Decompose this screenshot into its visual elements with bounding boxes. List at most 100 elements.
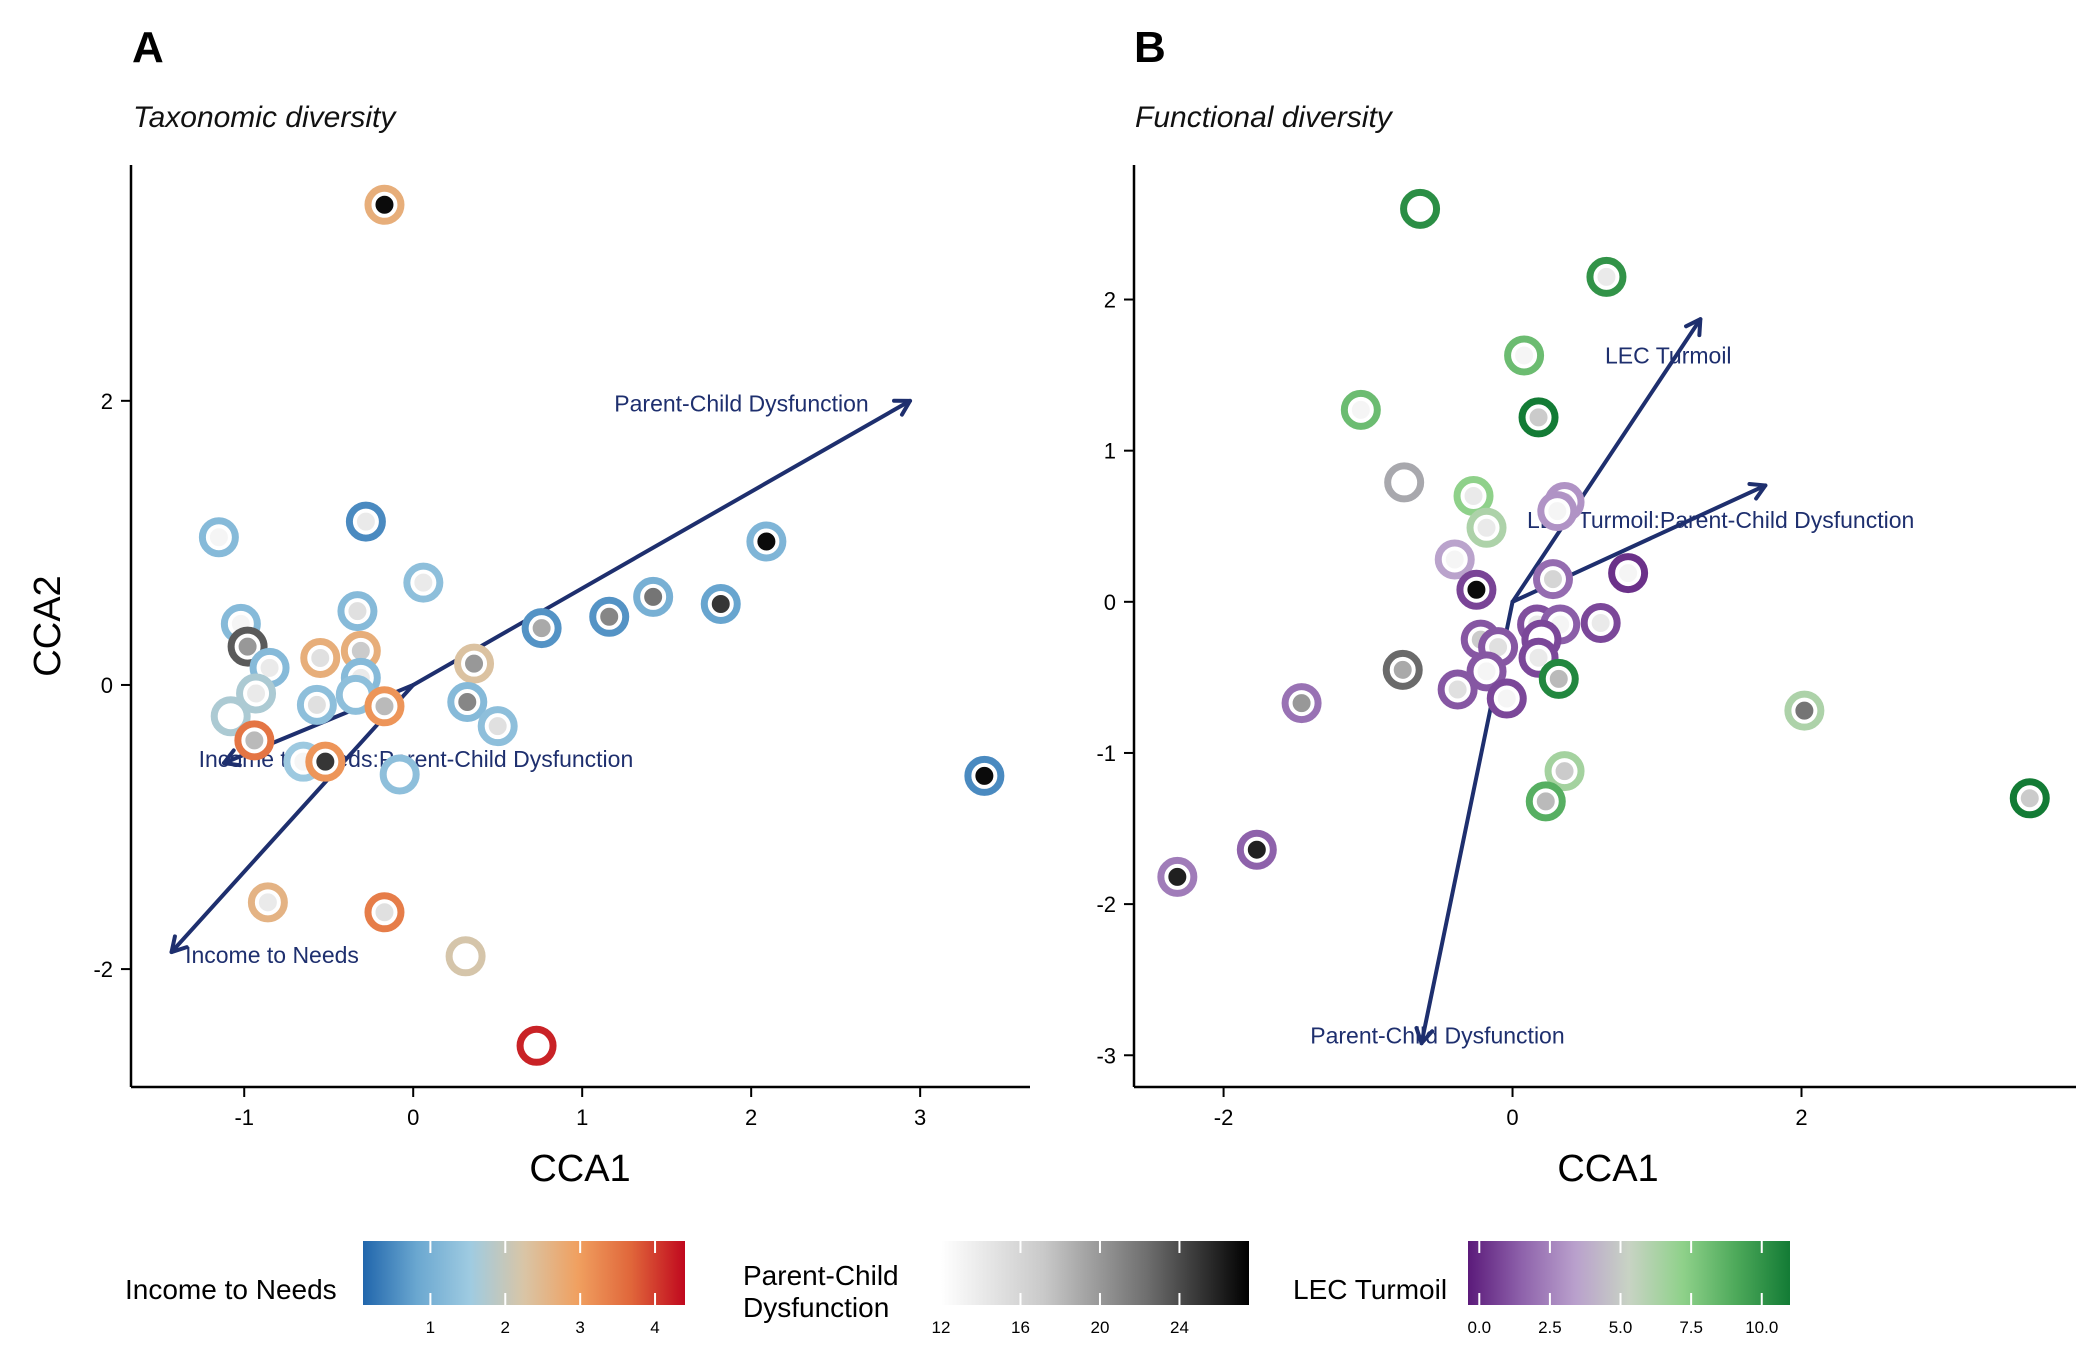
panel-a-point-fill (455, 946, 476, 967)
panel-b-y-tick-label: -2 (1096, 892, 1116, 917)
panel-a-point-fill (487, 716, 508, 737)
panel-b-data-point (1486, 678, 1527, 719)
panel-a-ticks: -1 0 1 2 3 -2 0 2 (93, 389, 926, 1130)
panel-a-point-fill (710, 593, 731, 614)
panel-a-title: Taxonomic diversity (133, 101, 397, 134)
legend-lec-title: LEC Turmoil (1293, 1274, 1447, 1305)
panel-a-data-point (364, 686, 405, 727)
panel-b-point-fill (1554, 761, 1575, 782)
panel-b-data-point (1538, 658, 1579, 699)
panel-a-y-tick-label: 0 (101, 673, 113, 698)
panel-a-data-point (589, 596, 630, 637)
panel-b-point-fill (1528, 647, 1549, 668)
panel-a-letter: A (132, 23, 164, 72)
panel-b-data-point (1580, 602, 1621, 643)
panel-a-point-fill (244, 730, 265, 751)
panel-a-vector-label: Parent-Child Dysfunction (614, 391, 868, 417)
panel-b-vector-label: LEC Turmoil:Parent-Child Dysfunction (1527, 507, 1914, 533)
legend-lec-tick-label: 10.0 (1745, 1318, 1778, 1337)
panel-a-data-point (964, 755, 1005, 796)
legend-income-title: Income to Needs (125, 1274, 337, 1305)
panel-a-data-point (700, 583, 741, 624)
panel-a-x-tick-label: 0 (407, 1105, 419, 1130)
panel-a-data-point (296, 684, 337, 725)
legend-pcd-tick-label: 24 (1170, 1318, 1189, 1337)
panel-a-point-fill (526, 1035, 547, 1056)
panel-a-data-point (379, 754, 420, 795)
panel-a-y-axis-title: CCA2 (27, 575, 69, 676)
panel-b-point-fill (1167, 866, 1188, 887)
panel-a-point-fill (599, 606, 620, 627)
panel-b-point-fill (1547, 501, 1568, 522)
panel-a-point-fill (974, 765, 995, 786)
panel-b-points (1157, 188, 2050, 897)
panel-a-data-point (337, 591, 378, 632)
panel-b-data-point (1400, 188, 1441, 229)
panel-b-data-point (1518, 397, 1559, 438)
panel-b-data-point (1608, 553, 1649, 594)
panel-a-point-fill (355, 511, 376, 532)
panel-b-point-fill (1476, 517, 1497, 538)
panel-b-point-fill (1392, 659, 1413, 680)
panel-a-data-point (345, 501, 386, 542)
panel-a-data-point (300, 637, 341, 678)
panel-b-data-point (1532, 559, 1573, 600)
panel-a-point-fill (389, 764, 410, 785)
panel-b-vector-label: LEC Turmoil (1605, 342, 1732, 368)
panel-b-data-point (1437, 669, 1478, 710)
panel-b-data-point (1586, 256, 1627, 297)
panel-a-x-tick-label: 3 (914, 1105, 926, 1130)
panel-a-vector-arrowhead (221, 748, 242, 768)
panel-a-data-point (234, 720, 275, 761)
panel-b-point-fill (1528, 407, 1549, 428)
panel-b-data-point (2009, 778, 2050, 819)
panel-b-data-point (1466, 651, 1507, 692)
panel-b-point-fill (1535, 791, 1556, 812)
panel-a-points (198, 184, 1005, 1066)
panel-a-data-point (236, 673, 277, 714)
panel-b-point-fill (1794, 700, 1815, 721)
panel-b-y-tick-label: 0 (1104, 590, 1116, 615)
panel-a-y-tick-label: -2 (93, 957, 113, 982)
panel-b-point-fill (1618, 563, 1639, 584)
panel-b-vector-label: Parent-Child Dysfunction (1310, 1023, 1564, 1049)
legend-income-tick-label: 4 (650, 1318, 659, 1337)
panel-a-point-fill (531, 618, 552, 639)
panel-b-point-fill (1548, 668, 1569, 689)
panel-a-point-fill (246, 683, 267, 704)
panel-a-point-fill (220, 706, 241, 727)
panel-b-y-tick-label: 2 (1104, 288, 1116, 313)
legend-lec-tick-label: 0.0 (1467, 1318, 1491, 1337)
panel-b-y-tick-label: -1 (1096, 741, 1116, 766)
panel-b-data-point (1466, 507, 1507, 548)
legend-lec-tick-label: 2.5 (1538, 1318, 1562, 1337)
panel-a-data-point (305, 741, 346, 782)
panel-a-point-fill (237, 636, 258, 657)
legend-lec-ticks: 0.0 2.5 5.0 7.5 10.0 (1467, 1241, 1778, 1337)
panel-a-point-fill (208, 527, 229, 548)
panel-a-data-point (364, 184, 405, 225)
legend-pcd-title-line1: Parent-Child (743, 1260, 899, 1291)
panel-a-data-point (516, 1025, 557, 1066)
panel-a-data-point (445, 936, 486, 977)
legend-income-ticks: 1 2 3 4 (426, 1241, 660, 1337)
legend-pcd-tick-label: 16 (1011, 1318, 1030, 1337)
panel-a-x-axis-title: CCA1 (529, 1148, 630, 1190)
panel-b-data-point (1453, 476, 1494, 517)
legend-pcd-ticks: 12 16 20 24 (932, 1241, 1189, 1337)
panel-a-point-fill (756, 531, 777, 552)
panel-b-data-point (1544, 751, 1585, 792)
panel-a-x-tick-label: 2 (745, 1105, 757, 1130)
panel-b-point-fill (1463, 486, 1484, 507)
panel-b-point-fill (1514, 345, 1535, 366)
panel-a-point-fill (347, 601, 368, 622)
panel-a-data-point (403, 562, 444, 603)
legend-lec-colorbar (1468, 1241, 1790, 1305)
legend-pcd-tick-label: 20 (1091, 1318, 1110, 1337)
panel-b-data-point (1456, 569, 1497, 610)
panel-a-data-point (447, 682, 488, 723)
panel-b-point-fill (2019, 788, 2040, 809)
panel-b-point-fill (1291, 693, 1312, 714)
panel-a-vector-arrowhead (892, 398, 913, 417)
